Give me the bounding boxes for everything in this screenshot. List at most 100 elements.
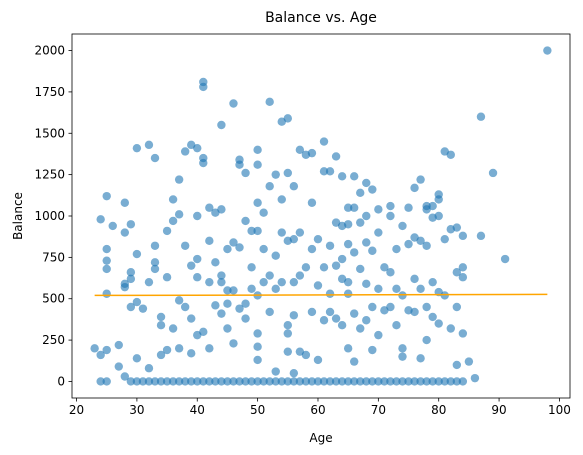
data-point (174, 210, 184, 219)
data-point (96, 215, 105, 224)
data-point (102, 377, 111, 386)
data-point (350, 203, 359, 212)
x-tick-label: 60 (310, 403, 325, 417)
data-point (174, 344, 184, 353)
data-point (331, 152, 341, 161)
data-point (428, 201, 437, 211)
data-point (259, 377, 268, 386)
y-axis-label: Balance (11, 192, 25, 240)
data-point (374, 205, 383, 214)
data-point (350, 248, 359, 257)
data-point (283, 114, 292, 123)
data-point (277, 277, 286, 287)
data-point (102, 345, 111, 355)
data-point (343, 203, 353, 212)
x-tick-label: 30 (129, 403, 144, 417)
data-point (452, 268, 462, 277)
data-point (422, 241, 431, 250)
data-point (337, 172, 347, 181)
data-point (223, 244, 232, 254)
data-point (356, 324, 365, 333)
data-point (434, 195, 443, 204)
data-point (422, 335, 431, 345)
data-point (235, 304, 244, 313)
data-point (283, 321, 292, 330)
data-point (410, 307, 419, 317)
y-tick-label: 750 (42, 250, 65, 264)
data-point (368, 377, 377, 386)
data-point (96, 377, 105, 386)
data-point (229, 99, 238, 108)
data-point (350, 172, 359, 181)
data-point (446, 377, 455, 386)
data-point (452, 360, 462, 370)
data-point (90, 344, 99, 353)
data-point (174, 296, 184, 305)
data-point (325, 167, 335, 176)
data-point (114, 340, 123, 350)
data-point (488, 168, 498, 178)
data-point (428, 277, 437, 287)
data-point (126, 377, 136, 386)
data-point (386, 377, 395, 386)
data-point (458, 231, 468, 241)
data-point (199, 377, 208, 386)
data-point (350, 377, 359, 386)
data-point (211, 377, 220, 386)
data-point (114, 362, 123, 371)
x-tick-label: 50 (250, 403, 265, 417)
data-point (223, 299, 232, 308)
data-point (337, 321, 347, 330)
data-point (374, 284, 383, 293)
data-point (289, 311, 299, 320)
data-point (241, 377, 250, 386)
data-points (90, 46, 552, 386)
data-point (289, 368, 299, 378)
data-point (356, 377, 365, 386)
data-point (319, 316, 329, 325)
data-point (156, 377, 166, 386)
chart-title: Balance vs. Age (265, 10, 377, 26)
data-point (386, 211, 395, 221)
data-point (313, 234, 323, 244)
data-point (416, 175, 425, 184)
data-point (404, 203, 413, 212)
data-point (205, 344, 214, 353)
data-point (253, 226, 262, 236)
data-point (362, 316, 371, 325)
data-point (368, 345, 377, 355)
data-point (271, 284, 280, 293)
data-point (434, 319, 443, 328)
data-point (410, 274, 419, 284)
data-point (277, 195, 286, 204)
data-point (253, 329, 262, 338)
data-point (126, 302, 136, 312)
data-point (126, 268, 136, 277)
data-point (235, 160, 244, 169)
data-point (301, 350, 311, 360)
data-point (362, 178, 371, 188)
data-point (144, 277, 154, 287)
data-point (422, 377, 431, 386)
data-point (265, 377, 274, 386)
data-point (470, 373, 480, 383)
data-point (168, 195, 178, 204)
data-point (476, 231, 486, 241)
data-point (331, 314, 341, 323)
data-point (253, 355, 262, 365)
data-point (187, 261, 196, 270)
data-point (416, 377, 425, 386)
data-point (229, 377, 238, 386)
data-point (416, 284, 425, 293)
data-point (235, 377, 244, 386)
x-tick-label: 20 (69, 403, 84, 417)
data-point (350, 357, 359, 366)
data-point (180, 147, 190, 156)
data-point (386, 201, 395, 211)
data-point (162, 345, 172, 355)
data-point (325, 307, 335, 317)
data-point (398, 352, 407, 361)
data-point (410, 183, 419, 193)
data-point (440, 234, 449, 244)
data-point (331, 377, 341, 386)
